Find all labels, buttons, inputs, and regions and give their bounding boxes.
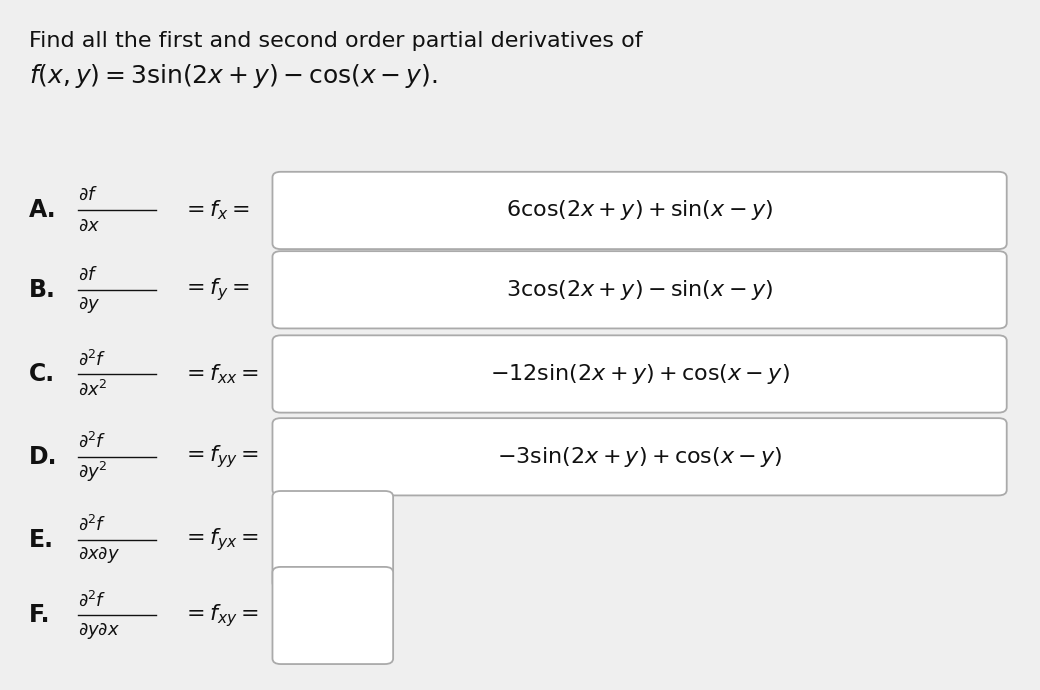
Text: D.: D. [29,445,57,469]
Text: $= f_{xx} =$: $= f_{xx} =$ [182,362,259,386]
Text: F.: F. [29,604,51,627]
Text: $-3\sin(2x+y)+\cos(x-y)$: $-3\sin(2x+y)+\cos(x-y)$ [497,445,782,469]
Text: $3\cos(2x+y)-\sin(x-y)$: $3\cos(2x+y)-\sin(x-y)$ [506,278,773,302]
Text: $\partial^2 f$: $\partial^2 f$ [78,515,107,534]
Text: $\partial^2 f$: $\partial^2 f$ [78,432,107,451]
Text: B.: B. [29,278,56,302]
Text: A.: A. [29,199,57,222]
Text: $\partial y^2$: $\partial y^2$ [78,460,107,484]
Text: $= f_x =$: $= f_x =$ [182,199,250,222]
Text: $= f_{yy} =$: $= f_{yy} =$ [182,444,259,470]
Text: $\partial^2 f$: $\partial^2 f$ [78,591,107,610]
Text: $\partial x$: $\partial x$ [78,217,100,235]
Text: E.: E. [29,528,54,551]
Text: Find all the first and second order partial derivatives of: Find all the first and second order part… [29,31,643,51]
Text: $\partial x^2$: $\partial x^2$ [78,380,107,399]
Text: $\partial^2 f$: $\partial^2 f$ [78,349,107,368]
Text: $-12\sin(2x+y)+\cos(x-y)$: $-12\sin(2x+y)+\cos(x-y)$ [490,362,789,386]
Text: $\partial f$: $\partial f$ [78,266,98,284]
Text: $6\cos(2x+y)+\sin(x-y)$: $6\cos(2x+y)+\sin(x-y)$ [506,199,773,222]
Text: $\partial f$: $\partial f$ [78,186,98,204]
Text: $= f_y =$: $= f_y =$ [182,277,250,303]
Text: $f(x, y) = 3\sin(2x + y) - \cos(x - y).$: $f(x, y) = 3\sin(2x + y) - \cos(x - y).$ [29,62,438,90]
Text: $= f_{xy} =$: $= f_{xy} =$ [182,602,259,629]
Text: $\partial y\partial x$: $\partial y\partial x$ [78,621,120,640]
Text: C.: C. [29,362,55,386]
Text: $= f_{yx} =$: $= f_{yx} =$ [182,526,259,553]
Text: $\partial y$: $\partial y$ [78,295,100,315]
Text: $\partial x\partial y$: $\partial x\partial y$ [78,545,121,564]
